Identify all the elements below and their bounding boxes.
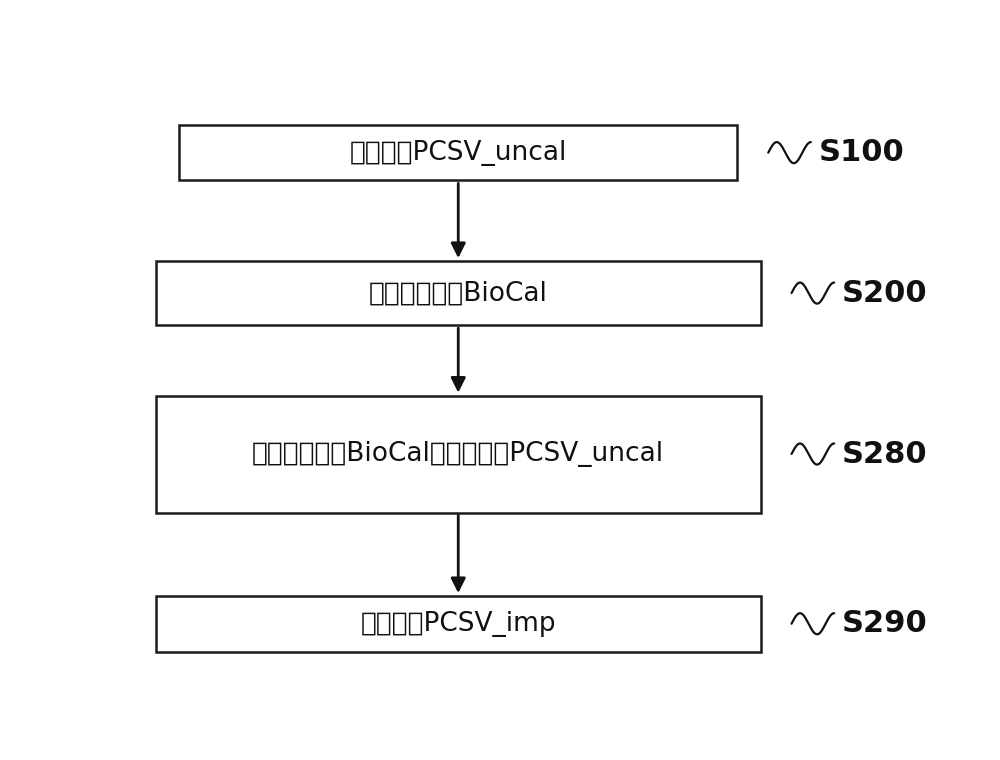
Text: S280: S280 bbox=[842, 439, 928, 468]
Text: S100: S100 bbox=[819, 138, 904, 167]
Text: 输出第二PCSV_imp: 输出第二PCSV_imp bbox=[360, 611, 556, 637]
Text: S290: S290 bbox=[842, 610, 928, 638]
Text: 确定灌注参数BioCal: 确定灌注参数BioCal bbox=[369, 280, 548, 306]
Text: 基于灌注参数BioCal来调整第一PCSV_uncal: 基于灌注参数BioCal来调整第一PCSV_uncal bbox=[252, 441, 664, 467]
FancyBboxPatch shape bbox=[156, 395, 761, 512]
Text: 提供第一PCSV_uncal: 提供第一PCSV_uncal bbox=[350, 140, 567, 166]
FancyBboxPatch shape bbox=[156, 596, 761, 651]
FancyBboxPatch shape bbox=[179, 125, 737, 180]
Text: S200: S200 bbox=[842, 279, 928, 308]
FancyBboxPatch shape bbox=[156, 261, 761, 325]
